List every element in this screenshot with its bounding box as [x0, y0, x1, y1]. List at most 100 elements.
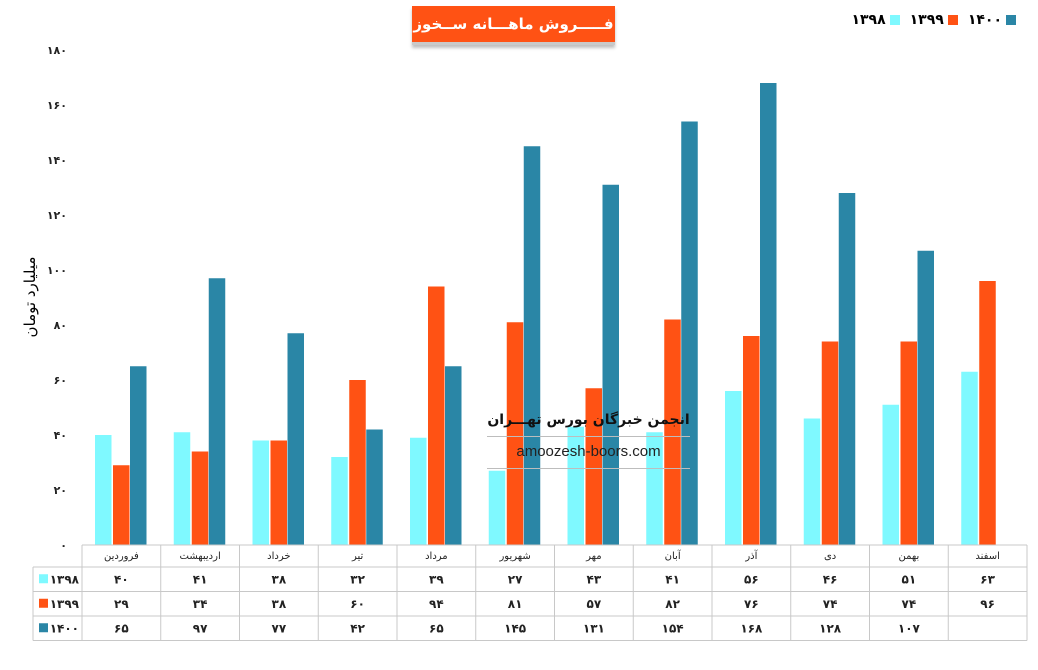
table-cell-value: ۸۲ [665, 597, 680, 611]
table-cell-value: ۶۰ [350, 597, 365, 611]
category-label: مهر [585, 551, 601, 562]
bar-۱۴۰۰-10 [917, 250, 934, 545]
category-label: اردیبهشت [180, 551, 221, 562]
table-cell-value: ۳۴ [193, 597, 208, 611]
bar-۱۳۹۹-2 [270, 440, 287, 545]
bar-۱۳۹۹-3 [349, 380, 366, 545]
legend-item-1398: ۱۳۹۸ [851, 12, 900, 28]
table-cell-value: ۳۹ [429, 572, 444, 586]
table-cell-value: ۳۲ [350, 572, 365, 586]
legend-item-1399: ۱۳۹۹ [910, 12, 958, 28]
bar-۱۳۹۸-11 [961, 371, 978, 545]
y-tick-label: ۰ [60, 539, 67, 552]
y-tick-label: ۲۰ [54, 484, 67, 497]
table-cell-value: ۶۵ [114, 621, 129, 635]
table-cell-value: ۱۳۱ [583, 621, 605, 635]
table-cell-value: ۴۲ [350, 621, 365, 635]
bar-۱۳۹۹-0 [113, 465, 130, 545]
category-label: اسفند [975, 551, 999, 562]
bar-۱۳۹۸-5 [488, 470, 506, 545]
watermark-site: amoozesh-boors.com [487, 437, 690, 469]
y-tick-label: ۴۰ [54, 429, 67, 442]
table-cell-value: ۲۷ [508, 572, 523, 586]
category-label: دی [824, 551, 836, 562]
legend-label-1399: ۱۳۹۹ [909, 12, 944, 28]
table-cell-value: ۷۴ [902, 597, 917, 611]
bar-۱۴۰۰-8 [760, 83, 777, 545]
y-tick-label: ۱۶۰ [47, 99, 67, 112]
category-label: تیر [351, 551, 364, 562]
table-cell-value: ۹۷ [193, 621, 208, 635]
bar-۱۳۹۸-0 [95, 435, 112, 545]
table-cell-value: ۷۶ [744, 597, 759, 611]
chart-title: فـــــروش ماهـــانه ســخوز [412, 6, 615, 45]
category-label: آبان [665, 549, 682, 562]
table-cell-value: ۴۶ [823, 572, 838, 586]
table-cell-value: ۱۲۸ [819, 621, 842, 635]
table-series-name: ۱۳۹۸ [50, 572, 80, 586]
bar-۱۳۹۸-10 [882, 404, 899, 545]
y-tick-label: ۱۸۰ [47, 44, 67, 57]
bar-۱۴۰۰-1 [208, 278, 226, 545]
bar-۱۳۹۸-3 [331, 457, 348, 545]
legend-label-1398: ۱۳۹۸ [851, 12, 886, 28]
bar-۱۳۹۹-1 [191, 451, 209, 545]
category-label: آذر [744, 549, 758, 562]
y-tick-label: ۱۴۰ [47, 154, 67, 167]
legend-swatch-1399 [947, 15, 958, 25]
legend-label-1400: ۱۴۰۰ [967, 12, 1002, 28]
table-cell-value: ۵۷ [587, 597, 602, 611]
table-cell-value: ۹۶ [980, 597, 995, 611]
bar-۱۳۹۸-8 [725, 391, 742, 545]
bar-۱۴۰۰-7 [681, 121, 698, 545]
table-cell-value: ۴۳ [587, 572, 602, 586]
bar-۱۳۹۹-8 [743, 336, 760, 545]
table-series-name: ۱۳۹۹ [50, 597, 80, 611]
table-cell-value: ۴۱ [193, 572, 208, 586]
table-cell-value: ۶۳ [980, 572, 995, 586]
bar-۱۴۰۰-6 [602, 184, 619, 545]
category-label: شهریور [498, 551, 530, 562]
watermark: انجمن خبرگان بورس تهـــران amoozesh-boor… [487, 412, 690, 469]
legend-swatch-1398 [889, 15, 900, 25]
table-cell-value: ۶۵ [429, 621, 444, 635]
table-cell-value: ۱۵۴ [662, 621, 684, 635]
table-cell-value: ۹۴ [429, 597, 444, 611]
category-label: فروردین [104, 551, 139, 562]
bar-۱۴۰۰-3 [366, 429, 383, 545]
y-tick-label: ۸۰ [54, 319, 67, 332]
table-series-name: ۱۴۰۰ [50, 621, 79, 635]
bar-۱۴۰۰-2 [287, 333, 304, 545]
y-tick-label: ۱۰۰ [47, 264, 67, 277]
table-cell-value: ۸۱ [508, 597, 523, 611]
table-cell-value: ۱۰۷ [898, 621, 921, 635]
legend-swatch-1400 [1006, 15, 1016, 25]
category-label: خرداد [267, 551, 290, 562]
table-cell-value: ۳۸ [272, 572, 287, 586]
table-cell-value: ۲۹ [114, 597, 129, 611]
bar-۱۳۹۸-2 [252, 440, 269, 545]
table-cell-value: ۵۶ [744, 572, 759, 586]
table-swatch-۱۳۹۹ [39, 598, 48, 608]
bar-۱۳۹۹-11 [979, 281, 996, 545]
bar-۱۳۹۹-4 [428, 286, 445, 545]
watermark-title: انجمن خبرگان بورس تهـــران [487, 412, 690, 437]
bar-۱۳۹۸-1 [173, 432, 191, 545]
table-cell-value: ۳۸ [272, 597, 287, 611]
table-cell-value: ۷۷ [272, 621, 287, 635]
y-tick-label: ۶۰ [54, 374, 67, 387]
bar-۱۳۹۸-4 [410, 437, 427, 545]
y-axis-label: میلیارد تومان [21, 256, 39, 338]
table-cell-value: ۴۱ [665, 572, 680, 586]
bar-۱۴۰۰-4 [445, 366, 462, 545]
bar-۱۳۹۸-9 [803, 418, 821, 545]
bar-۱۴۰۰-5 [523, 146, 541, 545]
bar-۱۳۹۸-7 [646, 432, 663, 545]
table-swatch-۱۴۰۰ [39, 623, 48, 633]
bar-۱۳۹۹-9 [821, 341, 839, 545]
bar-۱۳۹۹-10 [900, 341, 917, 545]
bar-۱۴۰۰-9 [838, 193, 856, 545]
bar-۱۳۹۹-5 [506, 322, 524, 545]
table-cell-value: ۱۴۵ [504, 621, 526, 635]
bar-۱۳۹۹-7 [664, 319, 681, 545]
